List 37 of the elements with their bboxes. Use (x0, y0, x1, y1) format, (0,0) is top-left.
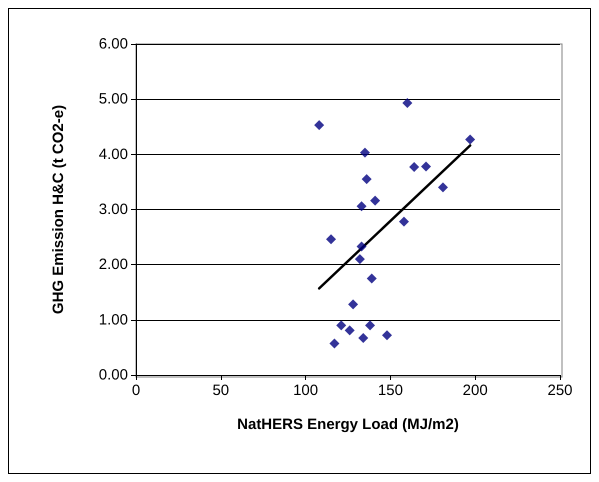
point (348, 299, 358, 310)
x-tick-label: 50 (212, 382, 230, 399)
point (336, 320, 346, 330)
point (409, 162, 420, 172)
point (382, 330, 392, 340)
point (344, 325, 355, 336)
x-tick-label: 250 (547, 382, 573, 399)
y-tick-label: 4.00 (98, 146, 128, 163)
point (360, 148, 370, 158)
point (402, 98, 412, 108)
point (398, 216, 409, 227)
y-tick-label: 3.00 (98, 201, 128, 218)
y-tick-label: 2.00 (98, 256, 128, 274)
x-axis-title: NatHERS Energy Load (MJ/m2) (237, 416, 459, 433)
point (314, 120, 324, 130)
y-tick-label: 6.00 (98, 36, 128, 52)
point (370, 196, 380, 206)
x-tick-label: 200 (462, 382, 488, 399)
point (366, 273, 377, 284)
point (465, 134, 476, 144)
point (358, 333, 368, 344)
point (365, 320, 376, 330)
point (438, 182, 448, 192)
point (356, 241, 367, 252)
x-tick-label: 150 (378, 382, 403, 399)
y-tick-label: 0.00 (98, 366, 128, 384)
x-tick-label: 0 (132, 382, 140, 399)
y-axis-title: GHG Emission H&C (t CO2-e) (50, 104, 67, 314)
point (421, 161, 432, 172)
y-tick-label: 1.00 (98, 311, 128, 328)
y-tick-label: 5.00 (98, 90, 128, 108)
point (356, 201, 367, 212)
point (329, 338, 340, 349)
x-tick-label: 100 (293, 382, 318, 399)
point (362, 174, 372, 184)
point (354, 254, 365, 264)
point (326, 234, 336, 244)
